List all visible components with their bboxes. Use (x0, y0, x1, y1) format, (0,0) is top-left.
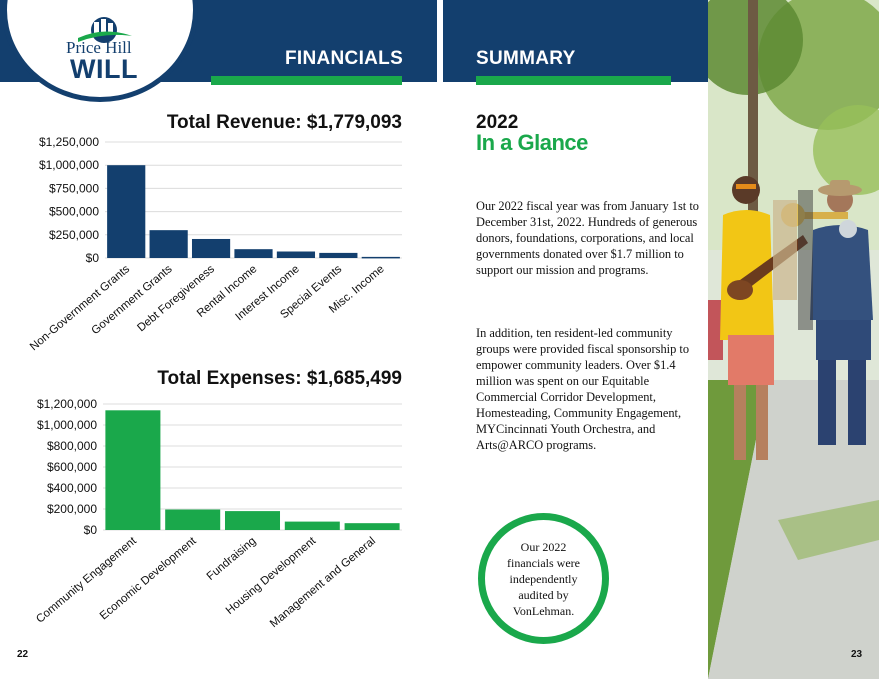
audit-callout: Our 2022 financials were independently a… (478, 513, 609, 644)
y-tick-label: $0 (86, 251, 100, 265)
summary-heading: In a Glance (476, 130, 588, 155)
y-tick-label: $400,000 (47, 481, 97, 495)
bar (234, 249, 273, 258)
bar (149, 230, 188, 258)
y-tick-label: $500,000 (49, 205, 99, 219)
y-tick-label: $1,000,000 (39, 158, 99, 172)
bar (276, 251, 316, 258)
summary-accent-bar (476, 76, 671, 85)
revenue-chart-title: Total Revenue: $1,779,093 (166, 112, 402, 133)
bar (224, 511, 281, 530)
band-photo (708, 0, 879, 679)
summary-paragraph-1: Our 2022 fiscal year was from January 1s… (476, 199, 699, 277)
revenue-chart: $0 $250,000 $500,000 $750,000 $1,000,000 $1,2… (28, 135, 402, 353)
summary-year: 2022 (476, 112, 519, 133)
bar (107, 165, 146, 258)
x-tick-label: Debt Foregiveness (135, 263, 217, 334)
summary-paragraph-2: In addition, ten resident-led community … (476, 326, 690, 452)
bar (319, 252, 358, 258)
bar (105, 410, 161, 530)
logo-skyline-icon (78, 17, 132, 43)
expenses-chart-title: Total Expenses: $1,685,499 (157, 368, 402, 389)
audit-note: Our 2022 financials were independently a… (507, 539, 580, 618)
y-tick-label: $1,200,000 (37, 397, 97, 411)
summary-header-band (443, 0, 708, 82)
bar (361, 256, 400, 259)
bar (284, 521, 340, 530)
y-tick-label: $600,000 (47, 460, 97, 474)
y-tick-label: $800,000 (47, 439, 97, 453)
expenses-chart: $0 $200,000 $400,000 $600,000 $800,000 $1,000… (34, 397, 402, 630)
x-tick-label: Economic Development (98, 535, 199, 623)
x-tick-label: Community Engagement (34, 535, 139, 626)
bar (344, 523, 400, 530)
page-number-left: 22 (17, 649, 29, 660)
x-tick-label: Government Grants (89, 263, 174, 337)
y-tick-label: $0 (84, 523, 98, 537)
y-tick-label: $200,000 (47, 502, 97, 516)
financials-accent-bar (211, 76, 402, 85)
bar (165, 509, 221, 530)
y-tick-label: $1,250,000 (39, 135, 99, 149)
summary-title: SUMMARY (476, 48, 576, 69)
x-tick-label: Fundraising (205, 535, 259, 583)
financials-title: FINANCIALS (285, 48, 404, 69)
street-band-illustration (708, 0, 879, 679)
y-tick-label: $750,000 (49, 181, 99, 195)
logo-line-1: Price Hill (66, 38, 132, 57)
logo-line-2: WILL (70, 54, 138, 84)
x-tick-label: Management and General (268, 535, 378, 630)
page-number-right: 23 (851, 649, 863, 660)
y-tick-label: $250,000 (49, 228, 99, 242)
y-tick-label: $1,000,000 (37, 418, 97, 432)
bar (191, 238, 231, 258)
